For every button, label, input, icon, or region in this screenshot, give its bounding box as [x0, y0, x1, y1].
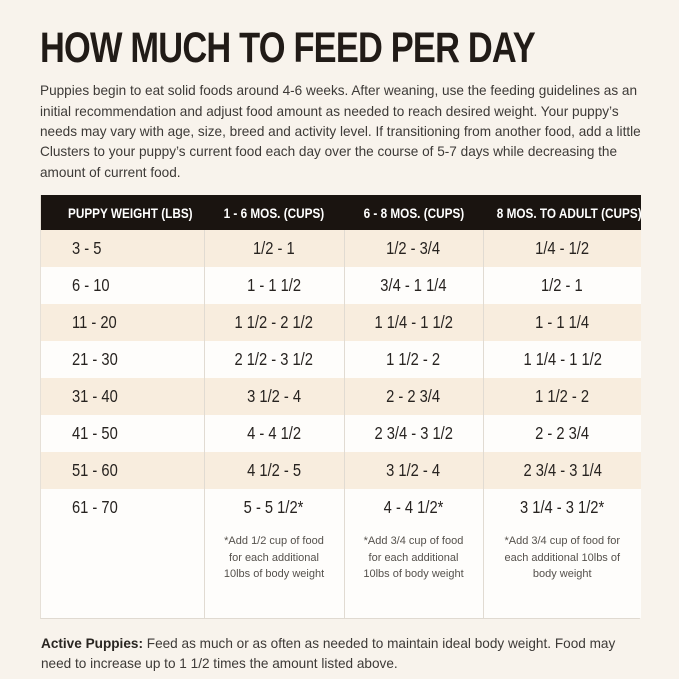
cell-weight: 6 - 10 [72, 275, 110, 296]
intro-paragraph: Puppies begin to eat solid foods around … [40, 83, 641, 180]
cell-cups: 3 1/2 - 4 [343, 452, 483, 490]
cell-cups: 2 1/2 - 3 1/2 [203, 341, 344, 379]
feeding-table-container: PUPPY WEIGHT (LBS) 1 - 6 MOS. (CUPS) 6 -… [40, 195, 642, 620]
cell-weight: 31 - 40 [72, 386, 118, 407]
cell-cups: 3/4 - 1 1/4 [343, 267, 483, 305]
table-row: 51 - 60 4 1/2 - 5 3 1/2 - 4 2 3/4 - 3 1/… [41, 452, 641, 490]
page-title: HOW MUCH TO FEED PER DAY [40, 24, 536, 72]
cell-weight: 11 - 20 [72, 312, 117, 333]
footnote-8-mos-adult: *Add 3/4 cup of food for each additional… [482, 526, 641, 619]
footnote-empty-cell [41, 526, 204, 618]
cell-cups: 1 - 1 1/4 [482, 304, 641, 342]
cell-cups: 2 3/4 - 3 1/4 [482, 452, 641, 490]
active-puppies-note: Active Puppies: Feed as much or as often… [41, 634, 641, 675]
cell-cups: 2 - 2 3/4 [482, 415, 641, 453]
cell-weight: 61 - 70 [72, 497, 118, 518]
cell-weight: 41 - 50 [72, 423, 118, 444]
footnote-1-6-mos: *Add 1/2 cup of food for each additional… [203, 526, 344, 619]
cell-cups: 1/2 - 1 [482, 267, 641, 305]
cell-cups: 5 - 5 1/2* [203, 489, 344, 527]
column-header-6-8-mos: 6 - 8 MOS. (CUPS) [344, 195, 483, 231]
cell-cups: 1 1/4 - 1 1/2 [343, 304, 483, 342]
active-puppies-label: Active Puppies: [41, 636, 143, 652]
cell-cups: 2 3/4 - 3 1/2 [343, 415, 483, 453]
table-row: 41 - 50 4 - 4 1/2 2 3/4 - 3 1/2 2 - 2 3/… [41, 415, 641, 453]
table-row: 11 - 20 1 1/2 - 2 1/2 1 1/4 - 1 1/2 1 - … [41, 304, 641, 342]
cell-cups: 1 1/2 - 2 [343, 341, 483, 379]
cell-cups: 1 1/2 - 2 [482, 378, 641, 416]
table-header-row: PUPPY WEIGHT (LBS) 1 - 6 MOS. (CUPS) 6 -… [41, 195, 642, 231]
cell-cups: 4 - 4 1/2 [203, 415, 344, 453]
cell-weight: 21 - 30 [72, 349, 118, 370]
cell-cups: 4 - 4 1/2* [343, 489, 483, 527]
column-header-puppy-weight: PUPPY WEIGHT (LBS) [41, 195, 204, 231]
table-row: 21 - 30 2 1/2 - 3 1/2 1 1/2 - 2 1 1/4 - … [41, 341, 641, 379]
column-header-8-mos-adult: 8 MOS. TO ADULT (CUPS) [483, 195, 642, 231]
cell-cups: 1 1/2 - 2 1/2 [203, 304, 344, 342]
footnote-row: *Add 1/2 cup of food for each additional… [41, 526, 641, 619]
table-row: 3 - 5 1/2 - 1 1/2 - 3/4 1/4 - 1/2 [41, 230, 641, 268]
table-row: 31 - 40 3 1/2 - 4 2 - 2 3/4 1 1/2 - 2 [41, 378, 641, 416]
cell-cups: 1 - 1 1/2 [203, 267, 344, 305]
footnote-6-8-mos: *Add 3/4 cup of food for each additional… [343, 526, 483, 619]
cell-cups: 1/4 - 1/2 [482, 230, 641, 268]
cell-cups: 4 1/2 - 5 [203, 452, 344, 490]
cell-cups: 2 - 2 3/4 [343, 378, 483, 416]
table-row: 61 - 70 5 - 5 1/2* 4 - 4 1/2* 3 1/4 - 3 … [41, 489, 641, 527]
cell-cups: 1/2 - 1 [203, 230, 344, 268]
cell-cups: 3 1/2 - 4 [203, 378, 344, 416]
active-puppies-text: Feed as much or as often as needed to ma… [41, 636, 616, 672]
column-header-1-6-mos: 1 - 6 MOS. (CUPS) [204, 195, 344, 231]
cell-weight: 51 - 60 [72, 460, 118, 481]
table-row: 6 - 10 1 - 1 1/2 3/4 - 1 1/4 1/2 - 1 [41, 267, 641, 305]
cell-cups: 3 1/4 - 3 1/2* [482, 489, 641, 527]
feeding-table: PUPPY WEIGHT (LBS) 1 - 6 MOS. (CUPS) 6 -… [41, 195, 642, 619]
cell-weight: 3 - 5 [72, 238, 102, 259]
cell-cups: 1 1/4 - 1 1/2 [482, 341, 641, 379]
cell-cups: 1/2 - 3/4 [343, 230, 483, 268]
